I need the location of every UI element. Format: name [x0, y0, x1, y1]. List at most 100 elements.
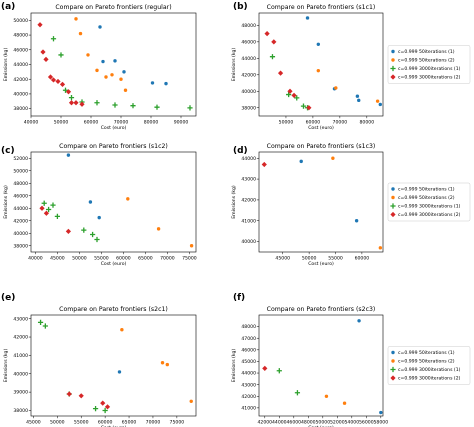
data-point — [68, 100, 75, 106]
y-tick-label: 48000 — [241, 324, 256, 330]
y-axis-label: Emissions (kg) — [3, 48, 9, 82]
data-point — [62, 87, 69, 93]
x-tick-label: 50000 — [279, 120, 294, 126]
data-point — [126, 197, 130, 201]
data-point — [42, 323, 48, 329]
y-tick-label: 44000 — [241, 56, 256, 62]
data-point — [189, 244, 194, 248]
data-point — [271, 39, 277, 45]
y-tick-label: 41000 — [241, 405, 256, 411]
panel-6: (f) Compare on Pareto frontiers (s2c3) 420… — [231, 293, 471, 427]
data-point — [66, 153, 71, 157]
data-point — [81, 227, 87, 233]
y-tick-label: 44000 — [13, 62, 28, 68]
data-point — [40, 49, 46, 55]
y-tick-label: 38000 — [13, 243, 28, 249]
y-tick-label: 40000 — [13, 371, 28, 377]
legend-marker — [391, 58, 395, 62]
y-tick-label: 46000 — [13, 47, 28, 53]
data-point — [46, 206, 52, 213]
y-tick-label: 44000 — [241, 156, 256, 162]
x-tick-label: 48000 — [301, 420, 316, 426]
legend-marker — [391, 49, 395, 54]
x-tick-label: 42000 — [257, 420, 272, 426]
data-point — [165, 362, 170, 367]
x-tick-label: 60000 — [306, 120, 321, 126]
x-axis-label: Cost (euro) — [101, 261, 127, 267]
data-point — [54, 213, 60, 219]
y-axis-label: Emissions (kg) — [231, 185, 237, 219]
x-tick-label: 80000 — [360, 120, 375, 126]
data-point — [324, 394, 329, 398]
x-tick-label: 70000 — [333, 120, 348, 126]
data-point — [94, 100, 100, 106]
x-tick-label: 50000 — [302, 256, 317, 262]
data-point — [261, 161, 267, 168]
panel-title: Compare on Pareto frontiers (s1c2) — [59, 143, 168, 150]
data-point — [286, 91, 292, 98]
legend-marker — [391, 187, 395, 191]
plot-frame — [258, 151, 384, 253]
y-tick-label: 50000 — [13, 18, 28, 24]
y-tick-label: 42000 — [241, 198, 256, 204]
data-point — [110, 73, 114, 77]
y-tick-label: 48000 — [13, 33, 28, 39]
data-point — [154, 104, 160, 110]
data-point — [277, 70, 284, 76]
legend-entry: c=0.999 50iterations (2) — [398, 195, 455, 201]
x-tick-label: 50000 — [316, 420, 331, 426]
data-point — [150, 81, 155, 85]
legend-marker — [390, 74, 396, 80]
panel-5: (e) Compare on Pareto frontiers (s2c1) 450… — [1, 293, 197, 427]
y-tick-label: 45000 — [241, 359, 256, 365]
panel-1: (a) Compare on Pareto frontiers (regular)… — [1, 2, 197, 131]
legend-marker — [390, 203, 396, 209]
y-tick-label: 38000 — [241, 105, 256, 111]
data-point — [378, 102, 383, 107]
y-axis-label: Emissions (kg) — [231, 349, 237, 383]
data-point — [113, 59, 117, 63]
x-tick-label: 58000 — [374, 420, 389, 426]
x-axis-label: Cost (euro) — [308, 425, 334, 427]
x-tick-label: 54000 — [345, 420, 360, 426]
x-tick-label: 44000 — [272, 420, 287, 426]
data-point — [164, 81, 168, 86]
legend-entry: c=0.999 50iterations (2) — [398, 58, 455, 64]
x-tick-label: 60000 — [355, 256, 370, 262]
data-point — [300, 103, 307, 109]
legend: c=0.999 50iterations (1) c=0.999 50iterat… — [387, 182, 471, 222]
data-point — [187, 105, 193, 111]
x-tick-label: 45000 — [26, 420, 41, 426]
y-tick-label: 43000 — [241, 382, 256, 388]
data-point — [50, 77, 57, 83]
panel-letter: (d) — [233, 146, 248, 156]
x-tick-label: 55000 — [328, 256, 343, 262]
x-axis-label: Cost (euro) — [101, 425, 127, 427]
data-point — [97, 215, 101, 220]
panel-title: Compare on Pareto frontiers (s2c1) — [59, 306, 168, 313]
x-tick-label: 75000 — [182, 256, 197, 262]
y-axis-label: Emissions (kg) — [3, 349, 9, 383]
y-axis-label: Emissions (kg) — [3, 185, 9, 219]
panel-letter: (f) — [233, 293, 245, 303]
data-point — [306, 105, 312, 111]
data-point — [119, 77, 123, 81]
data-point — [305, 16, 310, 20]
data-point — [276, 368, 282, 374]
data-point — [287, 88, 293, 94]
data-point — [354, 219, 359, 223]
x-axis-label: Cost (euro) — [101, 125, 127, 131]
data-point — [375, 99, 380, 103]
legend-entry: c=0.999 3000iterations (1) — [398, 367, 461, 373]
data-point — [316, 42, 321, 47]
x-tick-label: 40000 — [28, 256, 43, 262]
y-tick-label: 41000 — [13, 353, 28, 359]
y-tick-label: 40000 — [241, 239, 256, 245]
y-tick-label: 39000 — [13, 390, 28, 396]
y-tick-label: 48000 — [13, 181, 28, 187]
y-tick-label: 52000 — [13, 156, 28, 162]
data-point — [37, 319, 44, 325]
legend: c=0.999 50iterations (1) c=0.999 50iterat… — [387, 45, 471, 84]
data-point — [355, 94, 360, 98]
